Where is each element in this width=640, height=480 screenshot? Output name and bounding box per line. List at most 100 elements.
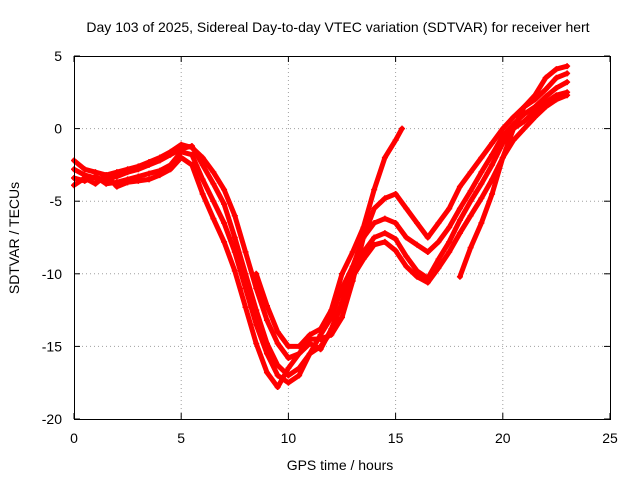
series-line xyxy=(71,89,570,386)
data-point-marker xyxy=(360,224,367,231)
data-point-marker xyxy=(381,154,388,161)
data-point-marker xyxy=(274,340,281,347)
data-point-marker xyxy=(231,212,238,219)
data-point-marker xyxy=(467,169,474,176)
plot-frame xyxy=(74,56,611,420)
data-point-marker xyxy=(135,177,142,184)
data-point-marker xyxy=(392,190,399,197)
data-point-marker xyxy=(542,74,549,81)
y-tick-label: -15 xyxy=(42,338,62,354)
data-point-marker xyxy=(510,113,517,120)
y-tick-labels: -20 -15 -10 -5 0 5 xyxy=(42,48,62,427)
data-point-marker xyxy=(317,331,324,338)
data-point-marker xyxy=(274,372,281,379)
data-point-marker xyxy=(403,205,410,212)
data-point-marker xyxy=(403,253,410,260)
data-point-marker xyxy=(531,92,538,99)
data-point-marker xyxy=(253,285,260,292)
data-point-marker xyxy=(414,219,421,226)
data-point-marker xyxy=(349,263,356,270)
data-point-marker xyxy=(124,179,131,186)
series-6 xyxy=(456,63,571,280)
data-point-marker xyxy=(146,161,153,168)
data-point-marker xyxy=(156,172,163,179)
data-point-marker xyxy=(499,132,506,139)
data-point-marker xyxy=(263,350,270,357)
data-point-marker xyxy=(113,173,120,180)
data-point-marker xyxy=(285,379,292,386)
y-tick-label: -10 xyxy=(42,266,62,282)
data-point-marker xyxy=(285,355,292,362)
data-point-marker xyxy=(424,234,431,241)
data-point-marker xyxy=(446,205,453,212)
data-point-marker xyxy=(456,183,463,190)
data-point-marker xyxy=(103,172,110,179)
data-point-marker xyxy=(253,321,260,328)
series-1 xyxy=(71,70,571,362)
data-point-marker xyxy=(371,186,378,193)
data-point-marker xyxy=(210,180,217,187)
data-point-marker xyxy=(564,79,571,86)
data-point-marker xyxy=(274,384,281,391)
data-point-marker xyxy=(221,219,228,226)
data-point-marker xyxy=(92,180,99,187)
x-axis-label: GPS time / hours xyxy=(287,457,394,473)
data-point-marker xyxy=(521,118,528,125)
y-tick-label: 5 xyxy=(54,48,62,64)
data-point-marker xyxy=(349,273,356,280)
data-point-marker xyxy=(531,108,538,115)
data-point-marker xyxy=(381,195,388,202)
x-tick-label: 20 xyxy=(495,430,511,446)
data-point-marker xyxy=(296,343,303,350)
x-tick-label: 15 xyxy=(388,430,404,446)
data-point-marker xyxy=(210,169,217,176)
x-tick-label: 0 xyxy=(70,430,78,446)
data-point-marker xyxy=(456,230,463,237)
data-point-marker xyxy=(424,279,431,286)
data-point-marker xyxy=(242,285,249,292)
y-tick-label: 0 xyxy=(54,121,62,137)
data-point-marker xyxy=(542,86,549,93)
data-point-marker xyxy=(81,174,88,181)
data-point-marker xyxy=(296,350,303,357)
data-point-marker xyxy=(371,241,378,248)
data-point-marker xyxy=(317,346,324,353)
data-point-marker xyxy=(414,273,421,280)
data-point-marker xyxy=(564,92,571,99)
data-point-marker xyxy=(414,241,421,248)
data-point-marker xyxy=(414,267,421,274)
data-point-marker xyxy=(564,63,571,70)
data-point-marker xyxy=(242,304,249,311)
y-tick-label: -5 xyxy=(50,193,63,209)
data-point-marker xyxy=(274,328,281,335)
data-point-marker xyxy=(188,161,195,168)
data-point-marker xyxy=(489,151,496,158)
data-point-marker xyxy=(103,180,110,187)
data-point-marker xyxy=(456,217,463,224)
data-point-marker xyxy=(499,125,506,132)
data-point-marker xyxy=(553,96,560,103)
data-point-marker xyxy=(210,198,217,205)
series-3 xyxy=(71,89,571,386)
data-point-marker xyxy=(478,219,485,226)
data-point-marker xyxy=(371,205,378,212)
data-point-marker xyxy=(478,180,485,187)
data-point-marker xyxy=(392,247,399,254)
data-point-marker xyxy=(231,234,238,241)
data-point-marker xyxy=(231,267,238,274)
data-point-marker xyxy=(306,340,313,347)
data-point-marker xyxy=(339,314,345,321)
data-series xyxy=(71,63,571,391)
data-point-marker xyxy=(371,234,378,241)
data-point-marker xyxy=(199,176,206,183)
data-point-marker xyxy=(478,169,485,176)
data-point-marker xyxy=(435,264,442,271)
data-point-marker xyxy=(221,186,228,193)
data-point-marker xyxy=(360,256,367,263)
data-point-marker xyxy=(135,166,142,173)
data-point-marker xyxy=(392,219,399,226)
data-point-marker xyxy=(553,74,560,81)
data-point-marker xyxy=(328,325,335,332)
data-point-marker xyxy=(306,350,313,357)
